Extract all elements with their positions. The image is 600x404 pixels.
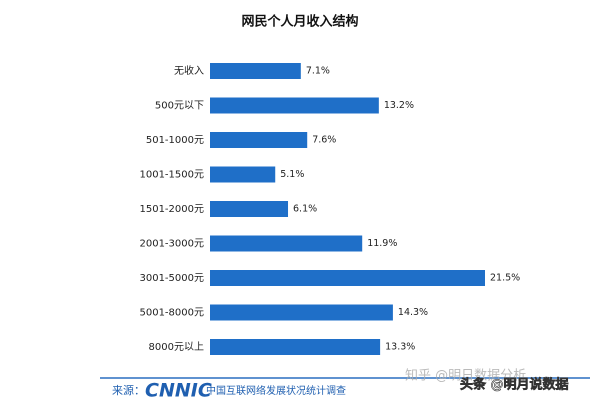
value-label: 7.6%	[312, 135, 336, 146]
chart-title: 网民个人月收入结构	[241, 14, 358, 30]
bar	[210, 97, 379, 114]
value-label: 5.1%	[280, 169, 304, 180]
source-logo: CNNIC	[145, 380, 212, 402]
bar	[210, 166, 276, 183]
y-tick-label: 2001-3000元	[139, 239, 204, 250]
source-label: 来源：	[112, 383, 145, 397]
y-tick-label: 无收入	[174, 64, 204, 77]
bar	[210, 201, 289, 217]
bar	[210, 270, 485, 286]
value-label: 13.2%	[384, 100, 414, 111]
y-tick-label: 1501-2000元	[139, 204, 204, 215]
watermark: 知乎 @明日数据分析	[405, 368, 526, 384]
value-label: 11.9%	[367, 238, 397, 249]
y-tick-label: 501-1000元	[146, 135, 204, 146]
value-label: 14.3%	[398, 307, 428, 318]
value-label: 7.1%	[306, 66, 330, 77]
bar	[210, 304, 393, 321]
y-tick-label: 500元以下	[155, 101, 204, 112]
value-label: 6.1%	[293, 204, 317, 215]
y-tick-label: 8000元以上	[149, 341, 204, 353]
bar	[210, 63, 301, 79]
y-tick-label: 5001-8000元	[139, 308, 204, 319]
watermark: 头条 @明月说数据	[460, 377, 569, 393]
value-label: 13.3%	[385, 342, 415, 353]
bar	[210, 339, 381, 355]
y-tick-label: 3001-5000元	[139, 273, 204, 284]
value-label: 21.5%	[490, 273, 520, 284]
bar	[210, 235, 363, 252]
source-text: 中国互联网络发展状况统计调查	[206, 384, 346, 397]
y-tick-label: 1001-1500元	[139, 170, 204, 181]
bar	[210, 132, 308, 148]
